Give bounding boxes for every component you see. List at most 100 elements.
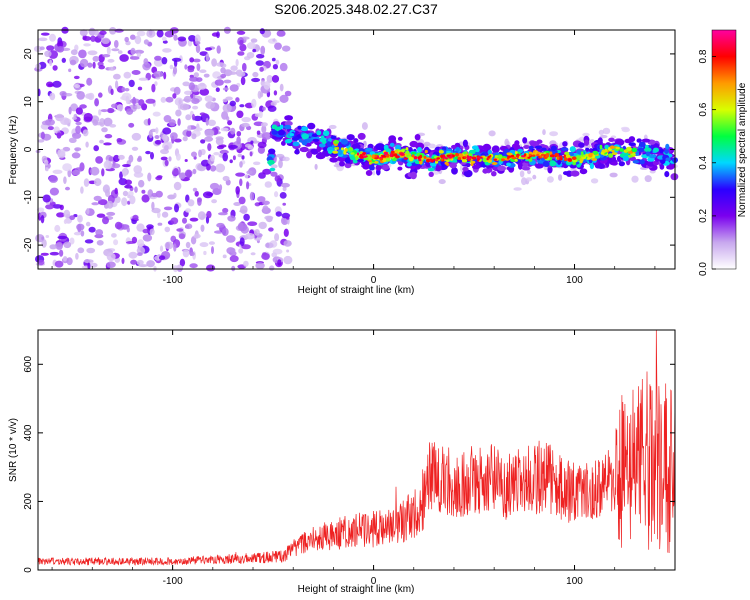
spectrogram-noise-blob (104, 134, 113, 139)
spectrogram-faint-blob (521, 177, 527, 186)
spectrogram-band-blob (638, 141, 646, 148)
spectrogram-noise-blob (259, 91, 264, 98)
spectrogram-noise-blob (283, 228, 289, 237)
spectrogram-noise-blob (160, 148, 169, 155)
spectrogram-noise-blob (250, 38, 258, 43)
spectrogram-noise-blob (176, 153, 181, 161)
spectrogram-noise-blob (271, 252, 278, 258)
spectrogram-faint-blob (363, 140, 367, 148)
spectrogram-band-blob (571, 156, 577, 160)
spectrogram-noise-blob (63, 176, 67, 184)
spectrogram-band-blob (382, 158, 388, 163)
spectrogram-noise-blob (90, 166, 100, 176)
spectrogram-band-blob (390, 150, 395, 154)
spectrogram-marks (33, 26, 679, 273)
spectrogram-noise-blob (161, 57, 168, 65)
spectrogram-noise-blob (242, 62, 247, 72)
spectrogram-band-blob (442, 154, 446, 158)
spectrogram-noise-blob (211, 199, 218, 204)
spectrogram-noise-blob (213, 152, 220, 156)
spectrogram-faint-blob (423, 141, 431, 147)
spectrogram-band-blob (306, 151, 313, 159)
spectrogram-band-blob (546, 152, 549, 156)
spectrogram-noise-blob (235, 186, 240, 195)
spectrogram-band-blob (491, 171, 497, 177)
spectrogram-noise-blob (62, 146, 71, 152)
spectrogram-band-blob (351, 143, 361, 151)
spectrogram-noise-blob (189, 57, 195, 63)
spectrogram-noise-blob (236, 110, 244, 119)
spectrogram-noise-blob (230, 127, 236, 135)
spectrogram-noise-blob (125, 95, 130, 105)
spectrogram-noise-blob (86, 208, 90, 215)
spectrogram-noise-blob (49, 59, 53, 66)
spectrogram-noise-blob (65, 186, 70, 191)
spectrogram-noise-blob (184, 159, 188, 162)
spectrogram-noise-blob (87, 62, 93, 68)
spectrogram-band-blob (311, 133, 319, 137)
spectrogram-noise-blob (162, 127, 172, 135)
spectrogram-noise-blob (246, 181, 250, 190)
spectrogram-band-blob (644, 147, 652, 153)
spectrogram-band-blob (659, 163, 665, 170)
spectrogram-noise-blob (154, 81, 158, 86)
spectrogram-noise-blob (192, 187, 198, 192)
spectrogram-faint-blob (513, 187, 522, 191)
spectrogram-noise-blob (279, 62, 288, 72)
spectrogram-band-blob (395, 155, 400, 159)
spectrogram-noise-blob (268, 227, 274, 232)
spectrogram-noise-blob (152, 111, 161, 117)
spectrogram-noise-blob (56, 212, 65, 218)
spectrogram-band-blob (534, 145, 543, 149)
snr-ytick-label: 400 (23, 424, 34, 441)
spectrogram-noise-blob (138, 77, 148, 81)
spectrogram-noise-blob (274, 42, 282, 50)
spectrogram-noise-blob (161, 36, 167, 41)
spectrogram-noise-blob (155, 190, 163, 198)
spectrogram-faint-blob (542, 129, 546, 136)
spectrogram-faint-blob (546, 176, 554, 183)
spectrogram-noise-blob (156, 29, 164, 38)
spectrogram-noise-blob (262, 200, 270, 205)
spectrogram-noise-blob (91, 202, 99, 206)
spectrogram-noise-blob (60, 117, 70, 125)
spectrogram-band-blob (588, 152, 593, 158)
spectrogram-noise-blob (172, 66, 178, 75)
spectrogram-noise-blob (92, 55, 100, 62)
spectrogram-band-blob (356, 158, 364, 162)
spectrogram-band-blob (644, 144, 649, 149)
spectrogram-band-blob (292, 141, 300, 147)
spectrogram-noise-blob (37, 139, 45, 143)
spectrogram-noise-blob (211, 246, 214, 255)
spectrogram-noise-blob (173, 243, 177, 252)
spectrogram-noise-blob (57, 40, 64, 48)
spectrogram-noise-blob (184, 90, 193, 96)
spectrogram-noise-blob (264, 181, 272, 188)
spectrogram-noise-blob (282, 202, 287, 206)
spectrogram-band-blob (323, 147, 327, 152)
spectrogram-noise-blob (226, 235, 236, 243)
spectrogram-noise-blob (188, 82, 195, 91)
spectrogram-noise-blob (252, 48, 257, 53)
spectrogram-noise-blob (182, 136, 188, 142)
spectrogram-band-blob (403, 157, 408, 160)
spectrogram-noise-blob (49, 187, 60, 196)
spectrogram-band-blob (451, 144, 457, 149)
spectrogram-noise-blob (239, 161, 243, 168)
spectrogram-noise-blob (113, 73, 121, 80)
spectrogram-band-blob (648, 154, 657, 159)
spectrogram-noise-blob (107, 107, 115, 114)
spectrogram-noise-blob (109, 124, 117, 128)
spectrogram-noise-blob (57, 149, 66, 156)
spectrogram-noise-blob (256, 53, 265, 59)
spectrogram-band-blob (340, 138, 348, 145)
spectrogram-band-blob (560, 147, 569, 151)
spectrogram-band-blob (411, 151, 417, 155)
spectrogram-noise-blob (63, 241, 72, 249)
spectrogram-noise-blob (168, 156, 172, 162)
spectrogram-noise-blob (229, 100, 236, 107)
spectrogram-noise-blob (39, 46, 45, 51)
spectrogram-noise-blob (185, 114, 192, 121)
spectrogram-noise-blob (241, 122, 250, 128)
snr-xtick-label: 100 (566, 576, 583, 587)
